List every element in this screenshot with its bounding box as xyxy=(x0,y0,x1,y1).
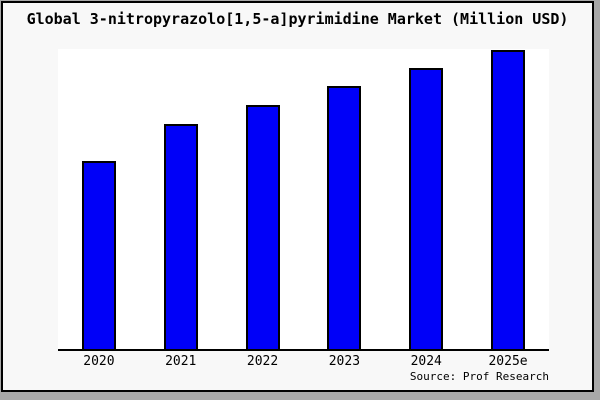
bar-slot-2022 xyxy=(222,49,304,349)
x-axis-tick-labels: 2020 2021 2022 2023 2024 2025e xyxy=(58,354,549,369)
bar-slot-2024 xyxy=(385,49,467,349)
source-credit: Source: Prof Research xyxy=(409,370,549,383)
x-tick-label-2021: 2021 xyxy=(165,354,197,369)
bar-2023 xyxy=(327,86,362,349)
bar-slot-2025e xyxy=(467,49,549,349)
bar-2021 xyxy=(163,124,198,349)
x-tick-label-2023: 2023 xyxy=(328,354,361,369)
x-tick-label-2025e: 2025e xyxy=(488,354,528,369)
bar-slot-2020 xyxy=(58,49,140,349)
bar-2020 xyxy=(81,161,116,349)
x-tick-label-2024: 2024 xyxy=(410,354,442,369)
x-tick-label-2022: 2022 xyxy=(246,354,279,369)
x-axis-line xyxy=(58,349,549,351)
chart-title: Global 3-nitropyrazolo[1,5-a]pyrimidine … xyxy=(26,10,569,28)
bar-slot-2021 xyxy=(140,49,222,349)
bar-2024 xyxy=(409,68,444,349)
bar-group xyxy=(58,49,549,349)
x-tick-label-2020: 2020 xyxy=(83,354,115,369)
bar-2022 xyxy=(245,105,280,349)
bar-slot-2023 xyxy=(303,49,385,349)
plot-area xyxy=(58,49,549,349)
bar-2025e xyxy=(491,50,526,349)
chart-frame: Global 3-nitropyrazolo[1,5-a]pyrimidine … xyxy=(1,1,594,392)
